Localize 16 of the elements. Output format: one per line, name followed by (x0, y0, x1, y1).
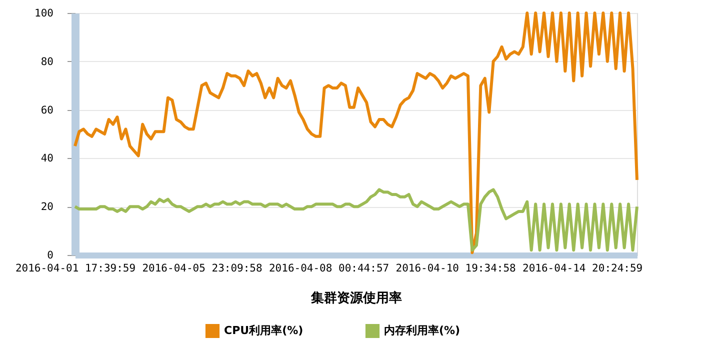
x-tick-label: 2016-04-08 00:44:57 (268, 262, 390, 274)
x-tick-label: 2016-04-10 19:34:58 (396, 262, 516, 274)
y-tick-label: 40 (40, 152, 54, 165)
legend-label: 内存利用率(%) (384, 324, 460, 337)
y-tick-label: 20 (40, 201, 54, 214)
y-tick-label: 80 (40, 56, 54, 68)
y-tick-label: 100 (34, 8, 54, 20)
y-tick-label: 60 (40, 104, 54, 116)
line-series (74, 12, 638, 254)
x-tick-label: 2016-04-01 17:39:59 (15, 262, 136, 274)
legend-label: CPU利用率(%) (224, 324, 304, 337)
x-tick-label: 2016-04-14 20:24:59 (522, 262, 643, 274)
line-series (74, 188, 638, 252)
x-tick-label: 2016-04-05 23:09:58 (142, 262, 262, 274)
y-tick-label: 0 (47, 250, 54, 262)
x-axis-title: 集群资源使用率 (310, 290, 402, 306)
